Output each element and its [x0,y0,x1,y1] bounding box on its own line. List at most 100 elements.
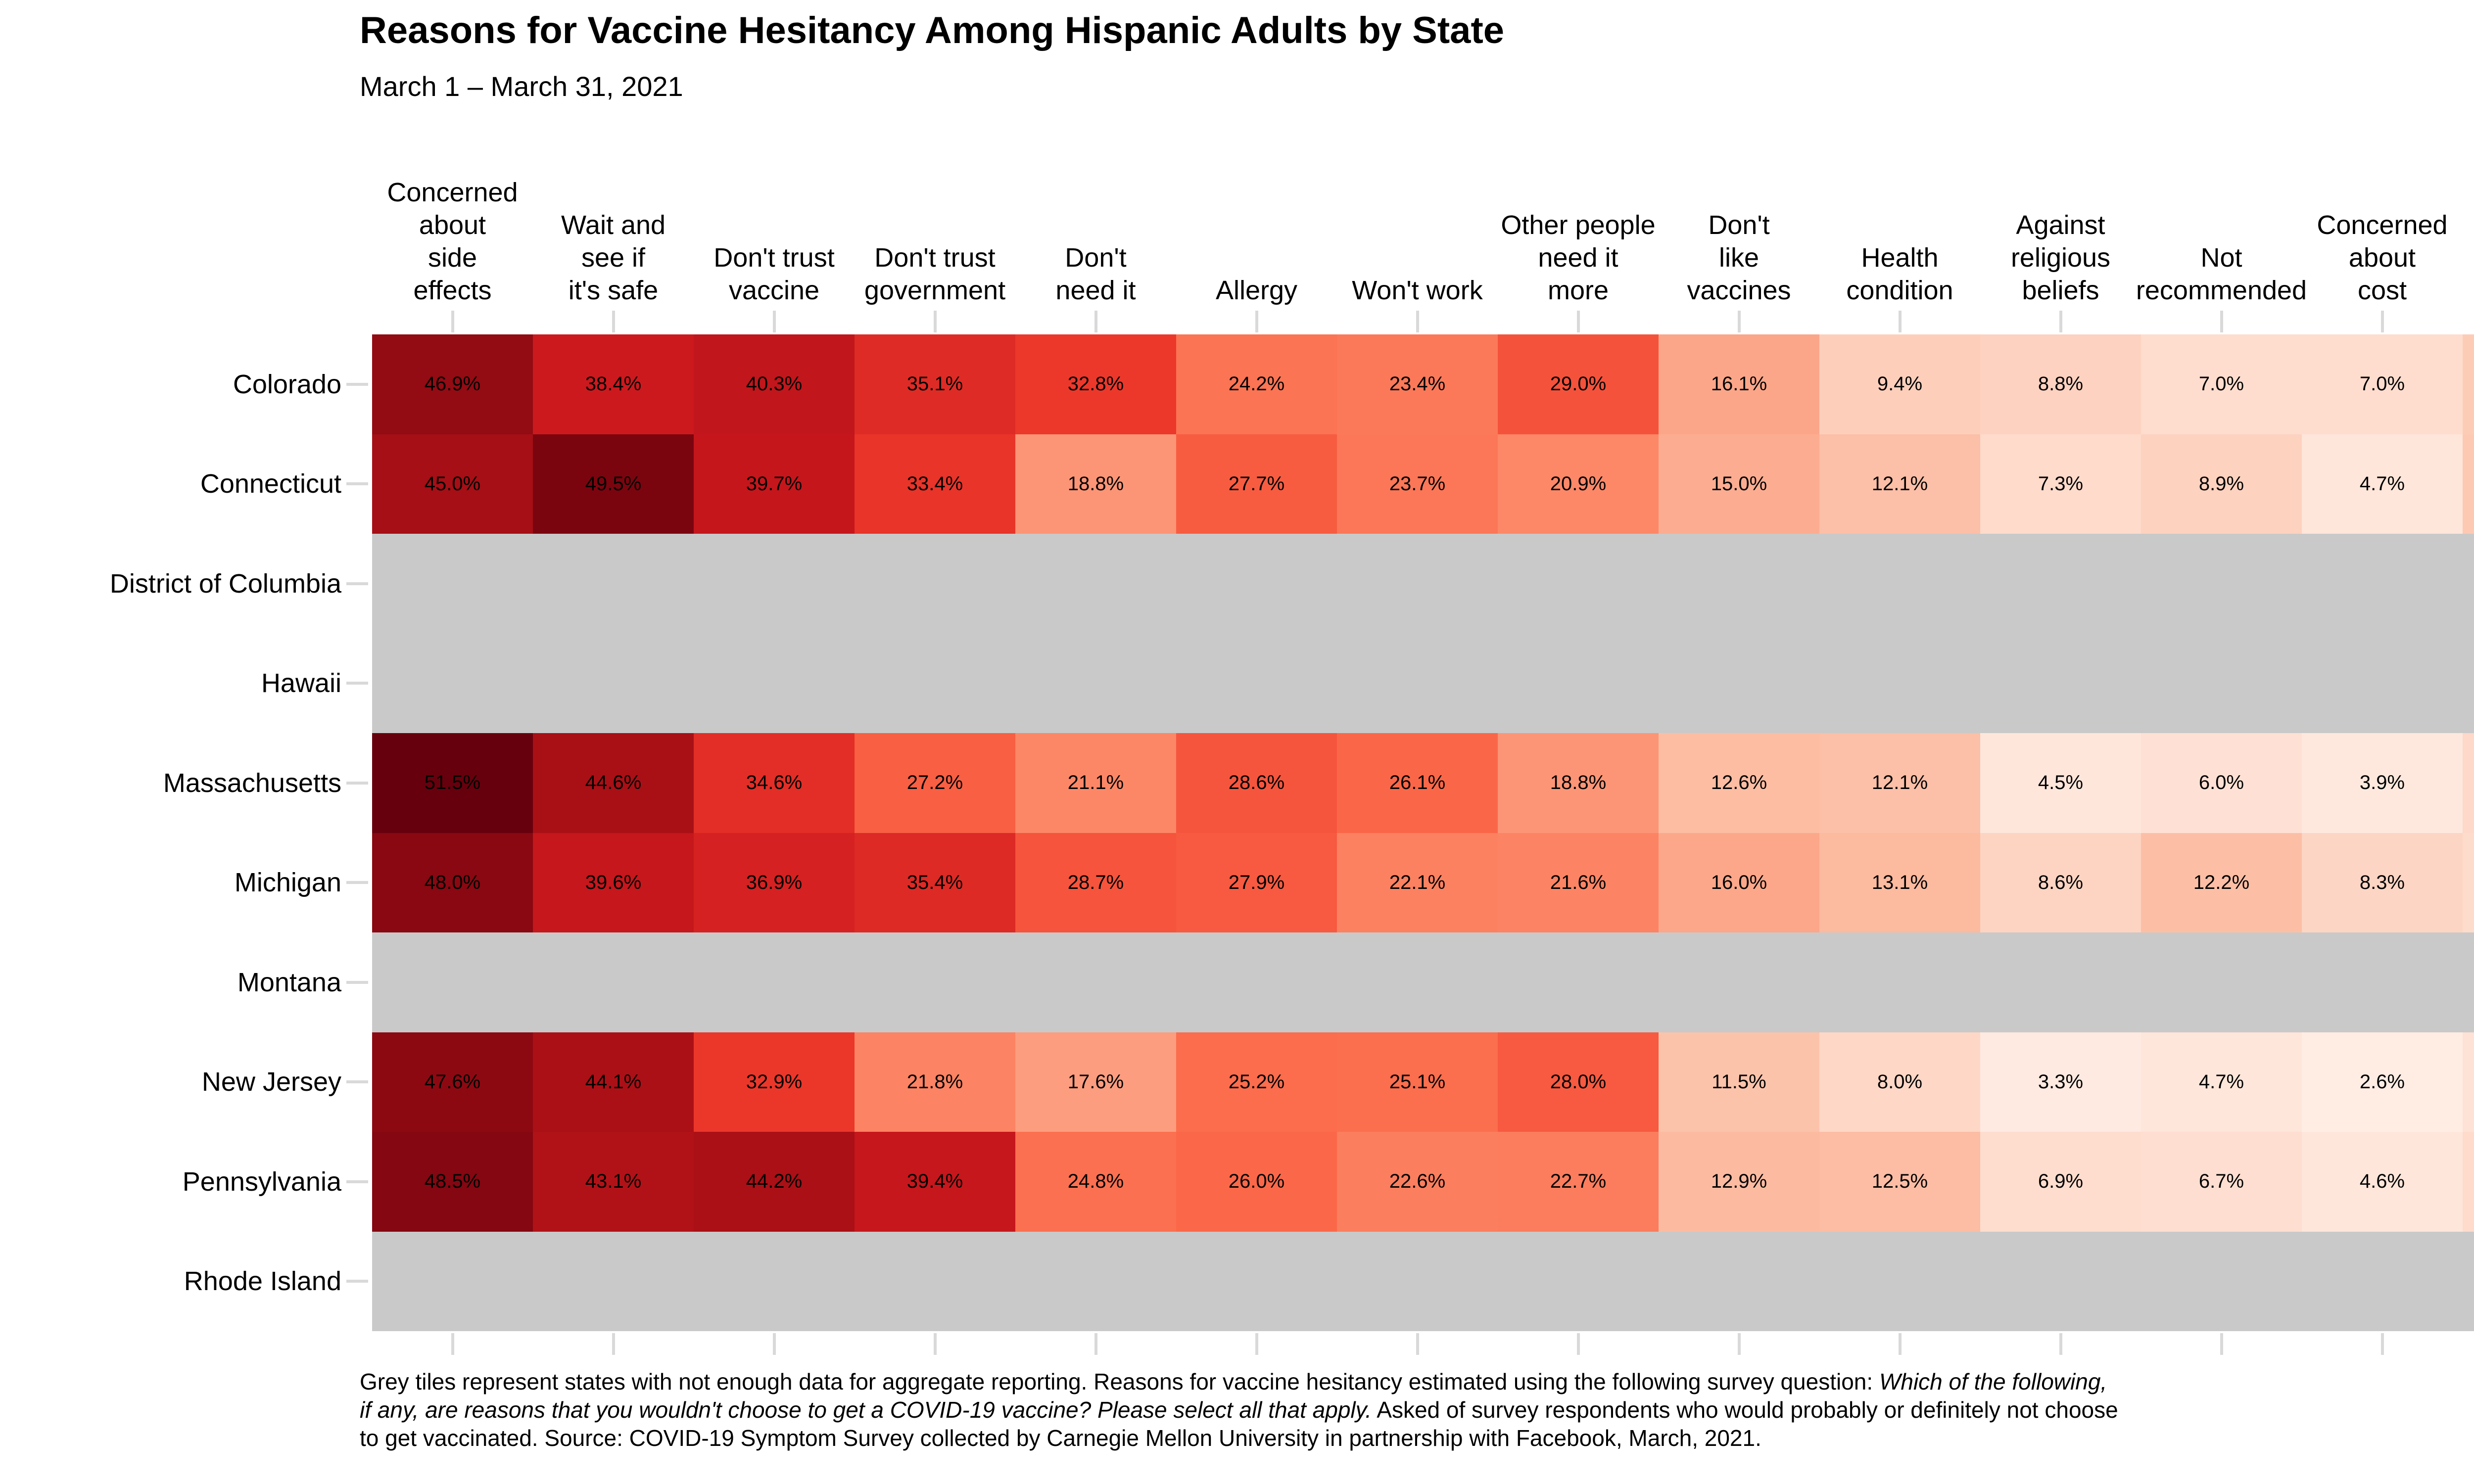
footnote-segment: Asked of survey respondents who would pr… [1372,1397,2118,1423]
heatmap-tile [2463,932,2474,1032]
left-axis-tick [346,1080,368,1084]
heatmap-tile: 8.6% [1980,833,2141,932]
heatmap-tile: 39.4% [855,1132,1015,1232]
heatmap-tile: 10.5% [2463,434,2474,534]
heatmap-tile [1176,633,1337,733]
bottom-axis-tick [1416,1333,1419,1355]
footnote-segment: Grey tiles represent states with not eno… [360,1369,1879,1394]
heatmap-tile [372,534,533,634]
heatmap-tile: 26.1% [1337,733,1498,833]
top-axis-tick [1898,311,1902,332]
column-header-line: government [864,276,1006,305]
heatmap-tile: 27.7% [1176,434,1337,534]
column-header: Don't trust government [864,241,1005,307]
heatmap-tile [1819,932,1980,1032]
heatmap-tile [2302,932,2463,1032]
heatmap-tile: 48.0% [372,833,533,932]
heatmap-tile: 39.6% [533,833,694,932]
heatmap-tile: 39.7% [694,434,855,534]
column-header-line: cost [2357,276,2407,305]
heatmap-tile: 8.9% [2141,434,2302,534]
footnote-line: if any, are reasons that you wouldn't ch… [360,1396,2118,1424]
heatmap-tile: 18.8% [1015,434,1176,534]
heatmap-tile: 16.0% [1659,833,1819,932]
column-header-line: see if [581,243,646,273]
heatmap-tile: 4.6% [2302,1132,2463,1232]
bottom-axis-tick [772,1333,776,1355]
heatmap-tile [533,534,694,634]
heatmap-tile [1498,633,1659,733]
top-axis-tick [612,311,615,332]
heatmap-tile: 33.4% [855,434,1015,534]
heatmap-tile: 23.4% [1337,334,1498,434]
row-label: Michigan [234,868,341,898]
heatmap-tile: 6.7% [2141,1132,2302,1232]
bottom-axis-tick [1094,1333,1097,1355]
column-header-line: Don't trust [874,243,996,273]
heatmap-tile [2302,534,2463,634]
heatmap-tile [855,1231,1015,1331]
column-header-line: vaccine [728,276,820,305]
top-axis-tick [2059,311,2062,332]
heatmap-tile: 36.9% [694,833,855,932]
heatmap-tile [1337,1231,1498,1331]
heatmap-tile [1659,932,1819,1032]
column-header-line: recommended [2136,276,2307,305]
heatmap-tile: 40.3% [694,334,855,434]
heatmap-tile: 35.4% [855,833,1015,932]
heatmap-tile [1176,932,1337,1032]
row-label: Montana [237,967,341,997]
footnote-italic-segment: if any, are reasons that you wouldn't ch… [360,1397,1372,1423]
column-header-line: about [2348,243,2416,273]
heatmap-tile [1498,1231,1659,1331]
heatmap-tile: 34.6% [694,733,855,833]
heatmap-tile [372,932,533,1032]
heatmap-tile: 12.1% [1819,434,1980,534]
column-header-line: Don't [1708,210,1770,240]
heatmap-tile: 12.9% [1659,1132,1819,1232]
heatmap-tile [1015,633,1176,733]
heatmap-tile: 7.0% [2141,334,2302,434]
left-axis-tick [346,482,368,486]
column-header-line: side [428,243,477,273]
top-axis-tick [2220,311,2223,332]
heatmap-tile [1819,534,1980,634]
heatmap-tile [2463,1231,2474,1331]
column-header: Health condition [1846,241,1953,307]
bottom-axis-tick [612,1333,615,1355]
heatmap-tile: 28.0% [1498,1032,1659,1132]
heatmap-tile [372,633,533,733]
footnote-line: to get vaccinated. Source: COVID-19 Symp… [360,1424,2118,1452]
column-header-line: Don't [1065,243,1127,273]
heatmap-tile: 18.8% [1498,733,1659,833]
heatmap-tile: 12.2% [2141,833,2302,932]
heatmap-tile: 5.7% [2463,1032,2474,1132]
heatmap-tile: 13.1% [1819,833,1980,932]
column-header: Wait and see if it's safe [561,209,666,307]
heatmap-tile [533,633,694,733]
heatmap-tile: 44.1% [533,1032,694,1132]
heatmap-tile: 6.0% [2141,733,2302,833]
left-axis-tick [346,881,368,884]
bottom-axis-tick [1898,1333,1902,1355]
heatmap-tile [1015,534,1176,634]
heatmap-tile [2463,633,2474,733]
heatmap-tile: 21.6% [1498,833,1659,932]
row-label: New Jersey [201,1067,341,1097]
heatmap-tile: 51.5% [372,733,533,833]
heatmap-tile [1819,1231,1980,1331]
left-axis-tick [346,1180,368,1183]
column-header-line: vaccines [1687,276,1791,305]
column-header-line: Other people [1501,210,1656,240]
heatmap-tile [2302,633,2463,733]
column-header-line: Wait and [561,210,666,240]
chart-subtitle: March 1 – March 31, 2021 [360,71,683,102]
heatmap-tile [2141,932,2302,1032]
heatmap-tile: 4.7% [2302,434,2463,534]
heatmap-tile [694,633,855,733]
heatmap-tile: 12.5% [1819,1132,1980,1232]
heatmap-tile [1498,534,1659,634]
top-axis-tick [1094,311,1097,332]
row-label: Pennsylvania [182,1166,341,1197]
heatmap-tile: 21.1% [1015,733,1176,833]
